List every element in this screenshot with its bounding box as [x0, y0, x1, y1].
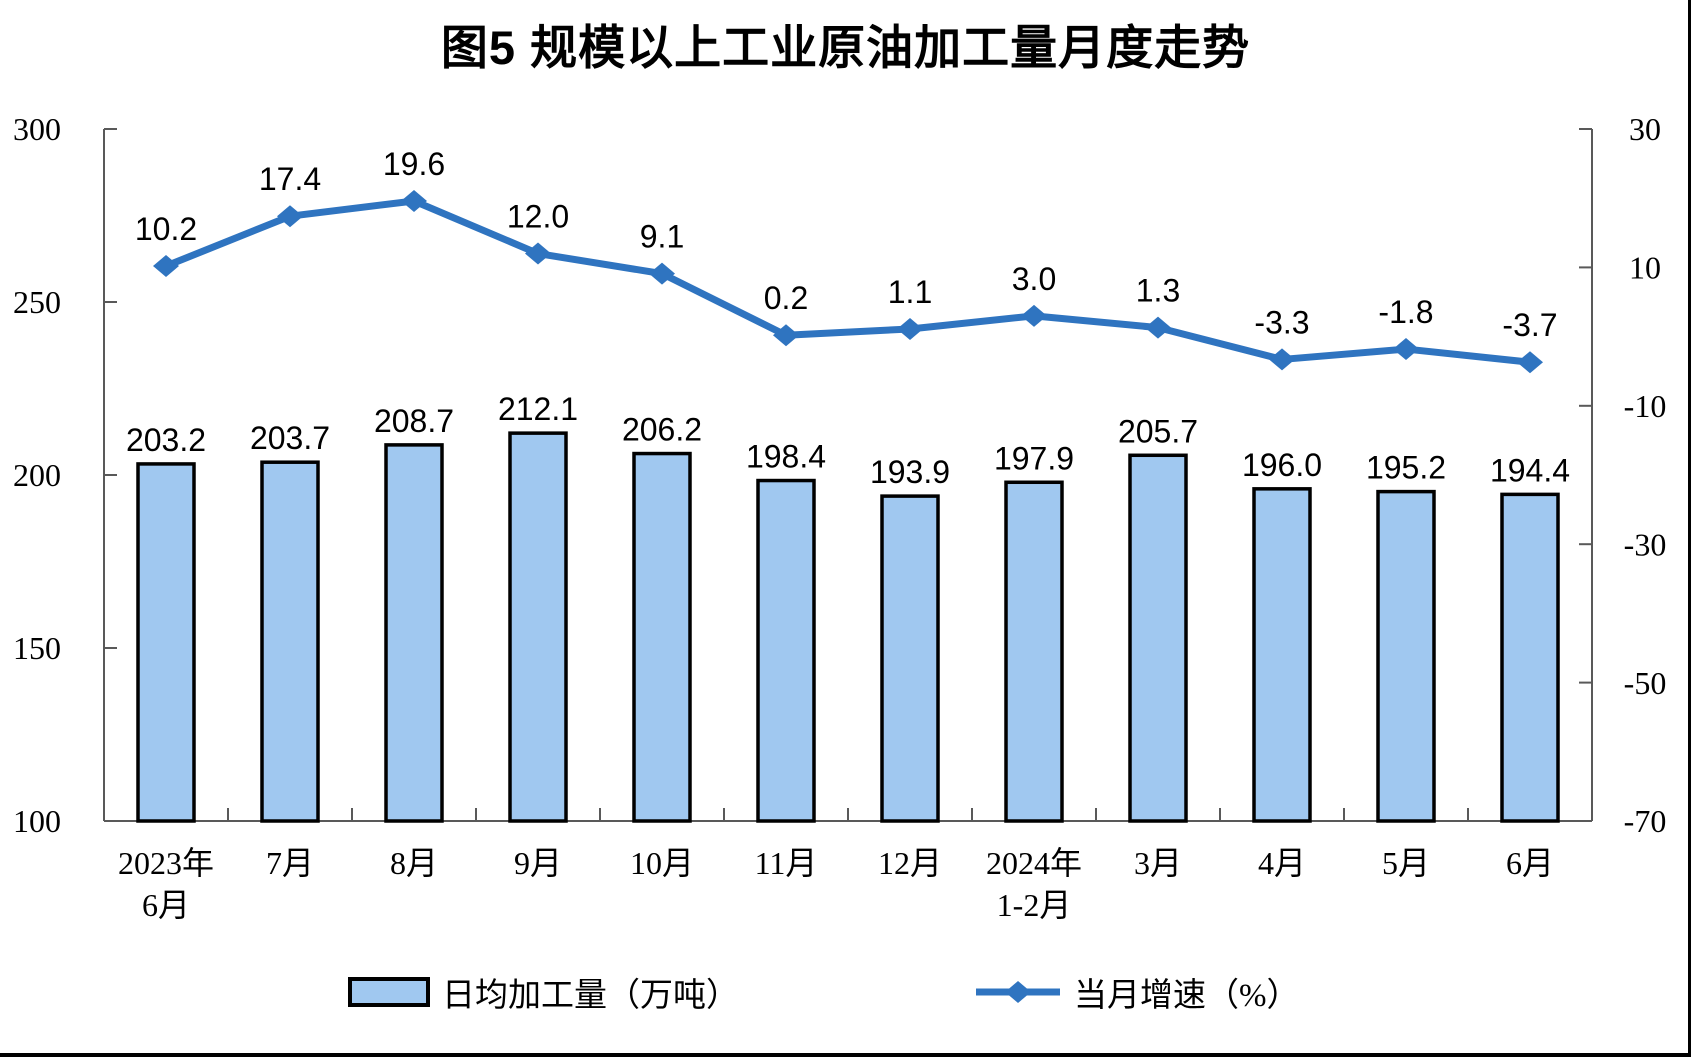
- left-axis-tick-label: 150: [13, 630, 61, 666]
- bar-value-label-4: 212.1: [498, 391, 578, 427]
- line-value-label-4: 12.0: [507, 199, 569, 235]
- chart-legend: 日均加工量（万吨） 当月增速（%）: [0, 966, 1688, 1022]
- bar-series-swatch: [348, 977, 430, 1007]
- x-axis-label-2: 7月: [266, 845, 314, 881]
- line-value-label-1: 10.2: [135, 211, 197, 247]
- x-axis-label-5: 10月: [630, 845, 694, 881]
- right-axis-tick-label: -50: [1624, 665, 1667, 701]
- x-axis-label-4: 9月: [514, 845, 562, 881]
- line-series-legend-label: 当月增速（%）: [1074, 978, 1300, 1014]
- bar-10: [1252, 487, 1312, 823]
- line-marker-7: [897, 317, 923, 340]
- x-axis-label-11: 5月: [1382, 845, 1430, 881]
- bar-3: [384, 443, 444, 823]
- x-axis-label-3: 8月: [390, 845, 438, 881]
- right-axis-tick-label: -30: [1624, 526, 1667, 562]
- left-axis-tick-label: 200: [13, 457, 61, 493]
- right-axis-tick-label: -70: [1624, 803, 1667, 839]
- bar-6: [756, 478, 816, 823]
- line-marker-8: [1021, 304, 1047, 327]
- bar-value-label-11: 195.2: [1366, 450, 1446, 486]
- growth-line: [162, 197, 1534, 366]
- line-value-label-7: 1.1: [888, 274, 932, 310]
- x-axis-label-7: 12月: [878, 845, 942, 881]
- bar-value-label-3: 208.7: [374, 403, 454, 439]
- bar-11: [1376, 489, 1436, 823]
- right-axis-tick-label: 10: [1629, 250, 1661, 286]
- legend-item-bar-series: 日均加工量（万吨）: [348, 966, 739, 1018]
- chart-plot-area: 100 150 200 250 300 -70 -50 -30 -10 10 30 2023年 6月 7月…: [13, 111, 1667, 923]
- bar-value-label-12: 194.4: [1490, 452, 1570, 488]
- line-value-label-3: 19.6: [383, 146, 445, 182]
- line-value-label-10: -3.3: [1254, 304, 1309, 340]
- left-axis-tick-label: 250: [13, 284, 61, 320]
- line-value-label-11: -1.8: [1378, 294, 1433, 330]
- line-value-label-8: 3.0: [1012, 261, 1056, 297]
- line-marker-9: [1145, 316, 1171, 339]
- chart-title: 图5 规模以上工业原油加工量月度走势: [440, 21, 1251, 74]
- line-marker-1: [153, 255, 179, 278]
- bar-4: [508, 431, 568, 823]
- legend-diamond-marker-icon: [1005, 981, 1031, 1003]
- left-axis-tick-label: 300: [13, 111, 61, 147]
- line-marker-6: [773, 324, 799, 347]
- bar-1: [136, 462, 196, 823]
- bar-value-label-10: 196.0: [1242, 447, 1322, 483]
- bar-8: [1004, 480, 1064, 823]
- bar-2: [260, 460, 320, 823]
- bar-9: [1128, 453, 1188, 823]
- line-marker-10: [1269, 348, 1295, 371]
- x-axis-label-9: 3月: [1134, 845, 1182, 881]
- line-value-label-12: -3.7: [1502, 307, 1557, 343]
- line-marker-5: [649, 262, 675, 285]
- line-marker-2: [277, 205, 303, 228]
- line-marker-12: [1517, 351, 1543, 374]
- x-axis-label-8: 2024年 1-2月: [986, 845, 1082, 923]
- bar-value-label-7: 193.9: [870, 454, 950, 490]
- x-axis-label-10: 4月: [1258, 845, 1306, 881]
- bar-7: [880, 494, 940, 823]
- line-value-label-9: 1.3: [1136, 273, 1180, 309]
- bar-value-label-6: 198.4: [746, 439, 826, 475]
- bar-12: [1500, 492, 1560, 823]
- line-series-swatch: [976, 981, 1060, 1003]
- line-value-label-5: 9.1: [640, 219, 684, 255]
- x-axis-label-12: 6月: [1506, 845, 1554, 881]
- bar-value-label-9: 205.7: [1118, 413, 1198, 449]
- bar-value-label-5: 206.2: [622, 412, 702, 448]
- right-axis-tick-label: 30: [1629, 111, 1661, 147]
- bar-value-label-2: 203.7: [250, 420, 330, 456]
- bar-5: [632, 451, 692, 823]
- legend-item-line-series: 当月增速（%）: [974, 966, 1300, 1018]
- x-axis-label-6: 11月: [755, 845, 818, 881]
- right-axis-tick-label: -10: [1624, 388, 1667, 424]
- line-marker-11: [1393, 338, 1419, 361]
- bar-value-label-8: 197.9: [994, 440, 1074, 476]
- bar-series-legend-label: 日均加工量（万吨）: [442, 978, 739, 1014]
- bar-value-label-1: 203.2: [126, 422, 206, 458]
- line-value-label-2: 17.4: [259, 161, 321, 197]
- line-value-label-6: 0.2: [764, 280, 808, 316]
- line-marker-4: [525, 242, 551, 265]
- x-axis-label-1: 2023年 6月: [118, 845, 214, 923]
- left-axis-tick-label: 100: [13, 803, 61, 839]
- line-marker-3: [401, 189, 427, 212]
